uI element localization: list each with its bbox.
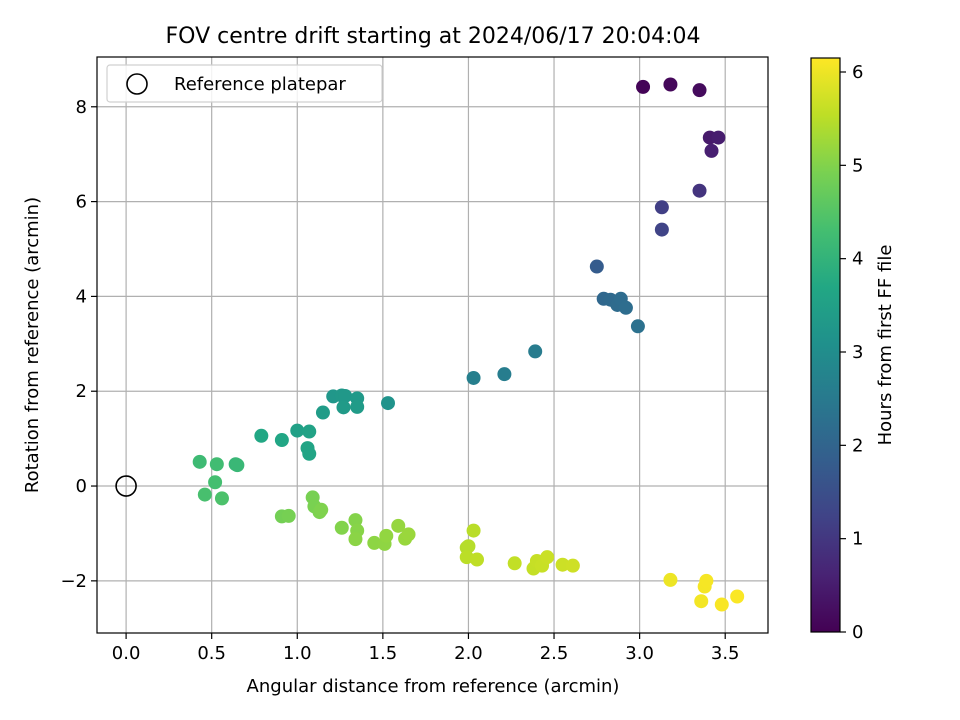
scatter-point [461,539,476,554]
colorbar-label: Hours from first FF file [875,245,896,446]
scatter-point [528,344,543,359]
colorbar-tick-label: 5 [852,155,863,176]
scatter-point [466,523,481,538]
y-tick-label: 0 [76,476,87,497]
scatter-point [315,405,330,420]
scatter-point [663,572,678,587]
scatter-point [654,222,669,237]
x-axis-ticks: 0.0 0.5 1.0 1.5 2.0 2.5 3.0 3.5 [112,633,740,664]
scatter-point [302,446,317,461]
colorbar-ticks: 0 1 2 3 4 5 6 [840,62,863,643]
axes-frame [96,56,769,634]
scatter-point [197,487,212,502]
scatter-point [507,556,522,571]
scatter-point [589,259,604,274]
scatter-point [714,597,729,612]
scatter-point [470,552,485,567]
scatter-point [565,558,580,573]
scatter-point [208,475,223,490]
scatter-point [699,573,714,588]
x-tick-label: 0.5 [197,643,226,664]
colorbar-tick-label: 4 [852,249,863,270]
colorbar-tick-label: 0 [852,622,863,643]
x-tick-label: 1.5 [369,643,398,664]
reference-platepar-marker [115,475,137,497]
scatter-point [466,370,481,385]
scatter-point [654,200,669,215]
scatter-point [694,594,709,609]
grid-lines [97,57,768,633]
scatter-point [334,520,349,535]
scatter-point [336,400,351,415]
y-tick-label: 6 [76,192,87,213]
colorbar-gradient [810,57,841,633]
x-tick-label: 1.0 [283,643,312,664]
y-tick-label: 2 [76,381,87,402]
scatter-point [730,589,745,604]
scatter-point [338,388,353,403]
data-points [192,77,745,612]
colorbar-tick-label: 3 [852,342,863,363]
scatter-point [209,457,224,472]
scatter-point [401,527,416,542]
x-tick-label: 0.0 [112,643,141,664]
scatter-point [290,423,305,438]
scatter-point [348,532,363,547]
scatter-point [555,557,570,572]
scatter-point [302,424,317,439]
legend-label-reference: Reference platepar [174,74,346,95]
scatter-point [618,300,633,315]
x-tick-label: 2.0 [454,643,483,664]
scatter-point [630,319,645,334]
scatter-point [367,535,382,550]
legend-reference-marker [126,73,148,95]
scatter-point [214,491,229,506]
scatter-point [380,396,395,411]
x-tick-label: 3.5 [711,643,740,664]
x-tick-label: 2.5 [540,643,569,664]
chart-title: FOV centre drift starting at 2024/06/17 … [166,24,701,49]
scatter-point [254,428,269,443]
scatter-point [540,550,555,565]
scatter-point [348,513,363,528]
y-tick-label: −2 [60,571,87,592]
x-axis-label: Angular distance from reference (arcmin) [247,676,620,697]
scatter-point [274,433,289,448]
scatter-point [379,528,394,543]
scatter-point [692,183,707,198]
scatter-point [704,143,719,158]
scatter-point [711,130,726,145]
y-tick-label: 4 [76,286,87,307]
scatter-point [350,399,365,414]
scatter-point [497,367,512,382]
scatter-point [636,79,651,94]
scatter-point [663,77,678,92]
scatter-point [692,83,707,98]
colorbar-tick-label: 2 [852,435,863,456]
legend-box [106,64,383,103]
scatter-point [281,508,296,523]
y-tick-label: 8 [76,97,87,118]
colorbar-tick-label: 6 [852,62,863,83]
colorbar-tick-label: 1 [852,529,863,550]
scatter-point [230,458,245,473]
y-axis-ticks: −2 0 2 4 6 8 [60,97,97,592]
x-tick-label: 3.0 [625,643,654,664]
legend: Reference platepar [106,64,383,103]
y-axis-label: Rotation from reference (arcmin) [22,197,43,493]
colorbar: 0 1 2 3 4 5 6 Hours from first FF file [810,57,896,643]
scatter-point [391,518,406,533]
scatter-point [192,454,207,469]
scatter-point [314,502,329,517]
